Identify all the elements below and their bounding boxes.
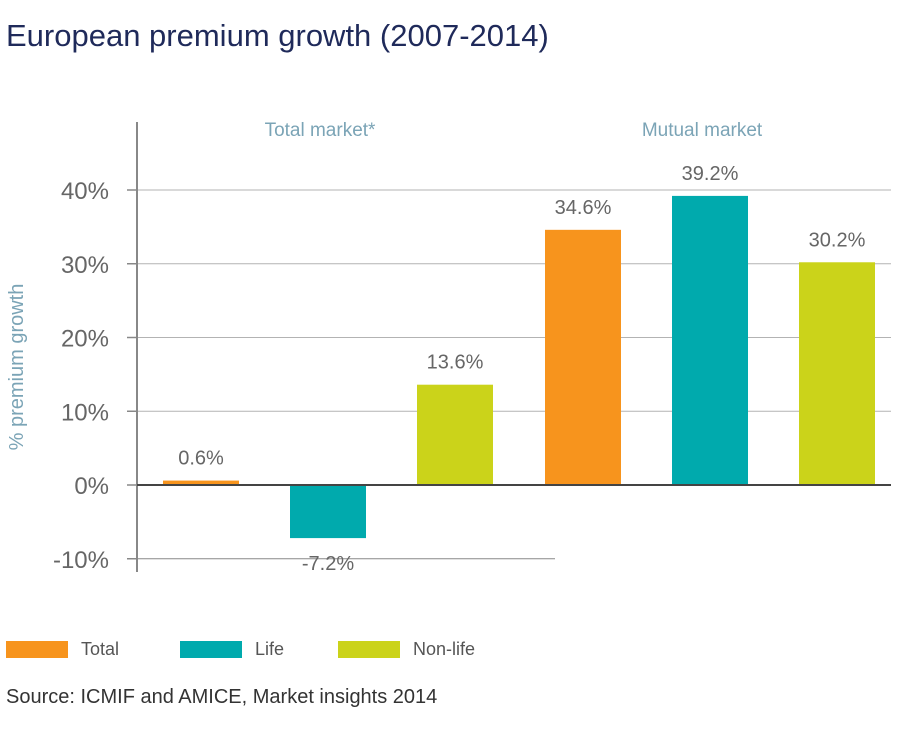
- chart-title: European premium growth (2007-2014): [6, 18, 549, 53]
- bar-total-mutual-market: [545, 229, 621, 485]
- y-axis-title: % premium growth: [6, 284, 28, 451]
- y-tick-label-4: 0%: [74, 473, 109, 500]
- y-tick-label-0: 40%: [61, 178, 109, 205]
- legend-label-non-life: Non-life: [413, 638, 476, 659]
- gridlines: [137, 189, 891, 412]
- legend-label-total: Total: [81, 638, 120, 659]
- data-label-non-life-total-market: 13.6%: [427, 352, 484, 374]
- legend-swatch-total: [6, 640, 68, 658]
- y-tick-label-2: 20%: [61, 326, 109, 353]
- y-tick-label-1: 30%: [61, 252, 109, 279]
- group-label-total-market: Total market*: [265, 120, 376, 141]
- legend-swatch-life: [180, 640, 242, 658]
- legend-swatch-non-life: [338, 640, 400, 658]
- bar-total-total-market: [163, 480, 239, 485]
- data-label-non-life-mutual-market: 30.2%: [809, 229, 866, 251]
- bar-non-life-total-market: [417, 384, 493, 485]
- legend-label-life: Life: [255, 638, 285, 659]
- labels: 40% 30% 20% 10% 0% -10% % premium growth 0.6% 34…: [6, 120, 866, 575]
- legend-item-life: Life: [180, 636, 284, 662]
- data-label-total-total-market: 0.6%: [178, 448, 224, 470]
- y-tick-label-3: 10%: [61, 399, 109, 426]
- chart-area: 40% 30% 20% 10% 0% -10% % premium growth 0.6% 34…: [6, 120, 891, 575]
- data-label-total-mutual-market: 34.6%: [555, 197, 612, 219]
- axes: [127, 122, 891, 572]
- legend: Total Life Non-life: [0, 636, 909, 662]
- y-tick-label-5: -10%: [53, 547, 109, 574]
- bar-non-life-mutual-market: [799, 262, 875, 485]
- group-label-mutual-market: Mutual market: [642, 120, 763, 141]
- legend-item-non-life: Non-life: [338, 636, 475, 662]
- bars: [163, 195, 875, 539]
- data-label-life-total-market: -7.2%: [302, 553, 354, 575]
- bar-life-mutual-market: [672, 195, 748, 485]
- bar-life-total-market: [290, 485, 366, 539]
- source-note: Source: ICMIF and AMICE, Market insights…: [6, 686, 438, 708]
- data-label-life-mutual-market: 39.2%: [682, 163, 739, 185]
- legend-item-total: Total: [6, 636, 119, 662]
